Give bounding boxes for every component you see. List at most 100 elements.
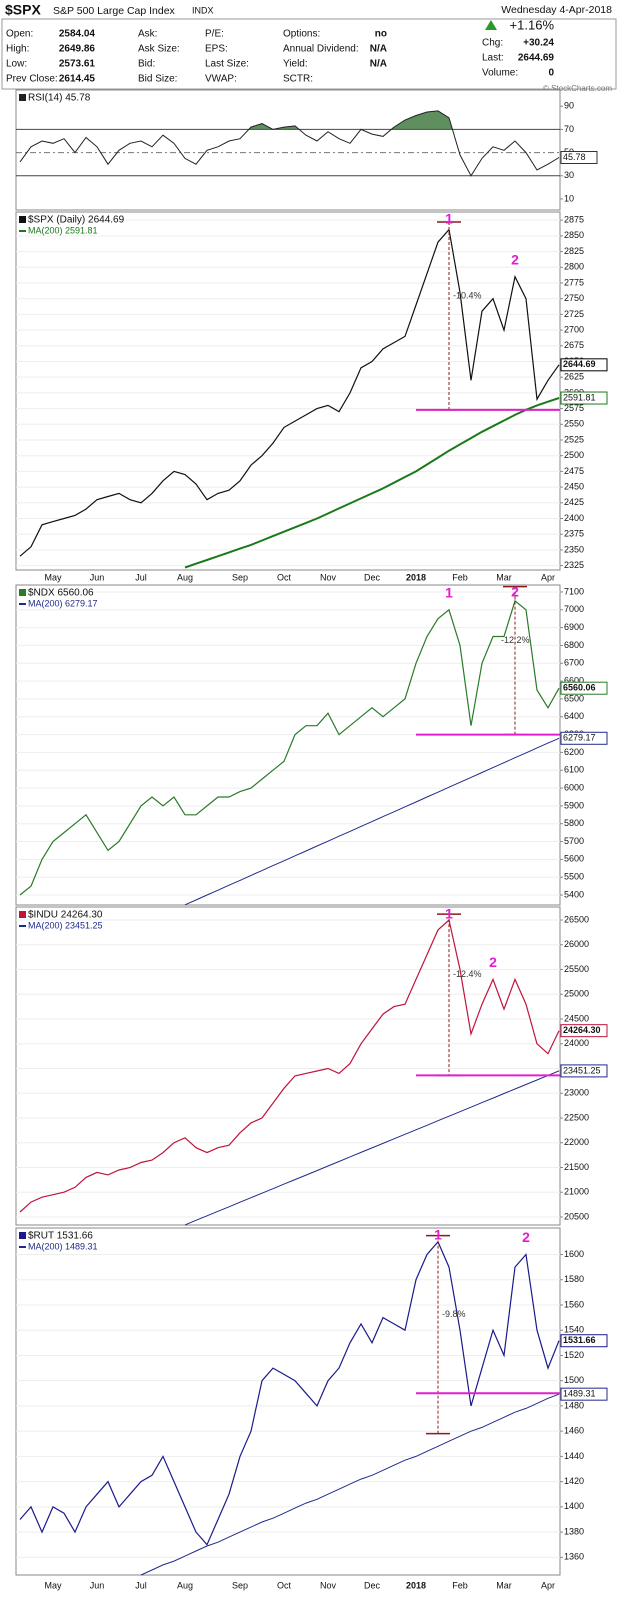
y-tick-label: 90 bbox=[564, 101, 574, 111]
y-tick-label: 2425 bbox=[564, 497, 584, 507]
y-tick-label: 26000 bbox=[564, 939, 589, 949]
field-label: Prev Close: bbox=[6, 74, 58, 85]
ma-title: MA(200) 1489.31 bbox=[28, 1241, 98, 1251]
field-label: Bid Size: bbox=[138, 74, 177, 85]
y-tick-label: 5500 bbox=[564, 872, 584, 882]
header: $SPX S&P 500 Large Cap Index INDX Wednes… bbox=[1, 2, 617, 90]
field-value: no bbox=[375, 29, 387, 40]
y-tick-label: 2350 bbox=[564, 544, 584, 554]
x-tick-label: May bbox=[44, 572, 62, 582]
y-tick-label: 2800 bbox=[564, 262, 584, 272]
field-label: High: bbox=[6, 44, 29, 55]
value-box bbox=[560, 1024, 608, 1038]
x-tick-label: Mar bbox=[496, 572, 512, 582]
value-box-label: 24264.30 bbox=[563, 1025, 601, 1035]
panel-frame bbox=[15, 906, 561, 1226]
field-label: EPS: bbox=[205, 44, 228, 55]
x-tick-label: Dec bbox=[364, 572, 381, 582]
field-label: Volume: bbox=[482, 68, 518, 79]
x-tick-label: Sep bbox=[232, 572, 248, 582]
y-tick-label: 6500 bbox=[564, 693, 584, 703]
title-swatch bbox=[19, 589, 26, 596]
value-box-label: 23451.25 bbox=[563, 1065, 601, 1075]
index-name: S&P 500 Large Cap Index bbox=[53, 5, 176, 17]
y-tick-label: 25500 bbox=[564, 964, 589, 974]
y-tick-label: 6900 bbox=[564, 622, 584, 632]
x-tick-label: Nov bbox=[320, 572, 337, 582]
watermark: © StockCharts.com bbox=[543, 84, 612, 93]
x-tick-label: Jun bbox=[90, 572, 105, 582]
y-tick-label: 2700 bbox=[564, 324, 584, 334]
x-tick-label: Jul bbox=[135, 572, 147, 582]
field-label: Ask Size: bbox=[138, 44, 180, 55]
panel-title: RSI(14) 45.78 bbox=[28, 93, 91, 104]
x-tick-label: Aug bbox=[177, 572, 193, 582]
peak-label: 1 bbox=[445, 906, 453, 922]
y-tick-label: 23000 bbox=[564, 1088, 589, 1098]
y-tick-label: 7000 bbox=[564, 604, 584, 614]
y-tick-label: 6200 bbox=[564, 747, 584, 757]
y-tick-label: 1600 bbox=[564, 1249, 584, 1259]
y-tick-label: 7100 bbox=[564, 586, 584, 596]
x-tick-label: Mar bbox=[496, 1580, 512, 1590]
y-tick-label: 2525 bbox=[564, 434, 584, 444]
title-swatch bbox=[19, 911, 26, 918]
y-tick-label: 6800 bbox=[564, 640, 584, 650]
x-tick-label: Apr bbox=[541, 572, 555, 582]
y-tick-label: 21500 bbox=[564, 1162, 589, 1172]
field-label: SCTR: bbox=[283, 74, 313, 85]
price-line bbox=[19, 599, 560, 896]
peak-label: 1 bbox=[434, 1227, 442, 1243]
y-tick-label: 2675 bbox=[564, 340, 584, 350]
y-tick-label: 6000 bbox=[564, 782, 584, 792]
x-tick-label: Oct bbox=[277, 1580, 292, 1590]
y-tick-label: 2400 bbox=[564, 513, 584, 523]
exchange: INDX bbox=[192, 5, 214, 15]
x-tick-label: Aug bbox=[177, 1580, 193, 1590]
panel-frame bbox=[15, 211, 561, 571]
field-value: 2614.45 bbox=[59, 74, 96, 85]
value-box-label: 2591.81 bbox=[563, 392, 596, 402]
x-tick-label: Apr bbox=[541, 1580, 555, 1590]
value-box bbox=[560, 681, 608, 695]
field-value: +30.24 bbox=[523, 38, 554, 49]
field-label: Chg: bbox=[482, 38, 503, 49]
symbol: $SPX bbox=[5, 2, 41, 18]
y-tick-label: 2775 bbox=[564, 277, 584, 287]
title-swatch bbox=[19, 216, 26, 223]
y-tick-label: 1540 bbox=[564, 1325, 584, 1335]
peak-label: 2 bbox=[522, 1229, 530, 1245]
field-value: 0 bbox=[548, 68, 554, 79]
field-value: N/A bbox=[370, 59, 387, 70]
y-tick-label: 21000 bbox=[564, 1187, 589, 1197]
y-tick-label: 20500 bbox=[564, 1211, 589, 1221]
y-tick-label: 1380 bbox=[564, 1526, 584, 1536]
peak-label: 2 bbox=[511, 584, 519, 600]
field-label: Last: bbox=[482, 53, 504, 64]
y-tick-label: 2750 bbox=[564, 293, 584, 303]
panel-title: $SPX (Daily) 2644.69 bbox=[28, 215, 125, 226]
ma-line bbox=[184, 737, 560, 906]
header-frame bbox=[1, 18, 617, 90]
field-label: Bid: bbox=[138, 59, 155, 70]
ma-line bbox=[184, 1070, 560, 1226]
field-label: Options: bbox=[283, 29, 320, 40]
field-value: 2644.69 bbox=[518, 53, 555, 64]
y-tick-label: 2550 bbox=[564, 419, 584, 429]
measure-label: -10.4% bbox=[453, 290, 482, 300]
field-label: VWAP: bbox=[205, 74, 237, 85]
up-arrow bbox=[485, 20, 497, 30]
measure-label: -12.2% bbox=[501, 635, 530, 645]
x-tick-label: Oct bbox=[277, 572, 292, 582]
ma-line bbox=[140, 1393, 560, 1576]
field-value: 2584.04 bbox=[59, 29, 96, 40]
y-tick-label: 22000 bbox=[564, 1137, 589, 1147]
y-tick-label: 6400 bbox=[564, 711, 584, 721]
value-box bbox=[560, 731, 608, 745]
y-tick-label: 6600 bbox=[564, 675, 584, 685]
panel-frame bbox=[15, 584, 561, 906]
y-tick-label: 1460 bbox=[564, 1426, 584, 1436]
field-label: Yield: bbox=[283, 59, 308, 70]
field-label: Low: bbox=[6, 59, 27, 70]
